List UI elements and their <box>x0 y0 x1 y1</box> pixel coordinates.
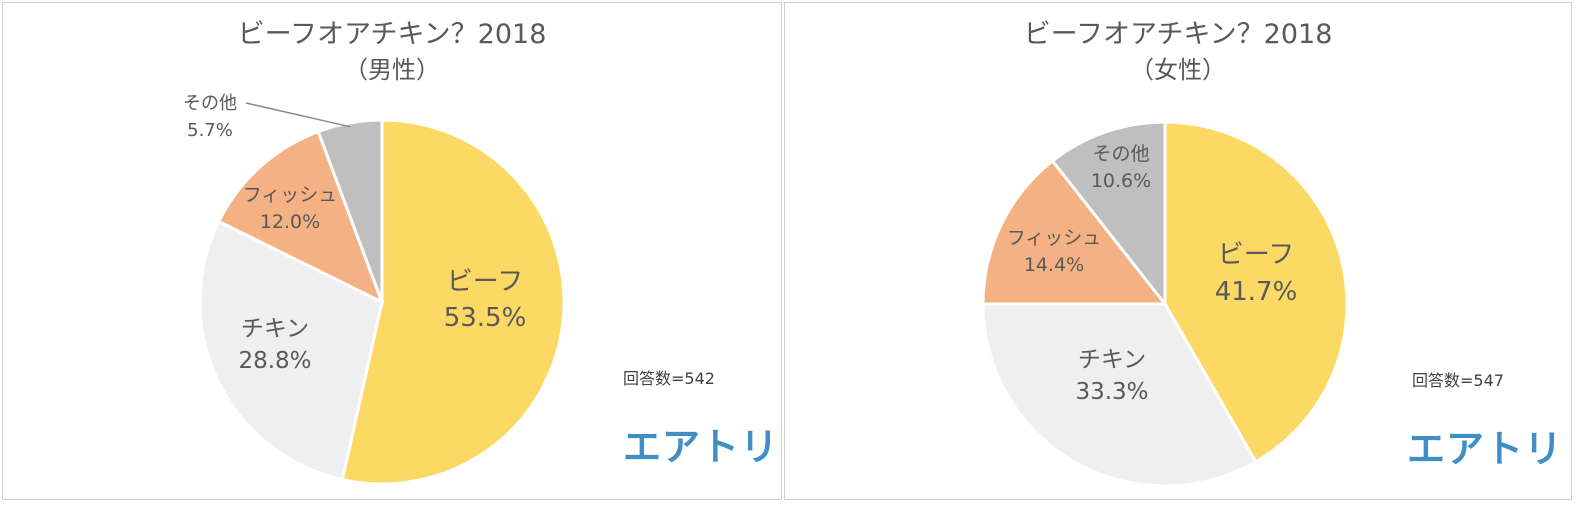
pie-slice <box>198 219 384 482</box>
slice-name-label: フィッシュ <box>1007 227 1102 249</box>
slice-name-label: その他 <box>1092 143 1149 165</box>
slice-name-label: ビーフ <box>1218 240 1294 270</box>
pie-slice <box>316 118 384 303</box>
slice-value-label: 10.6% <box>1091 170 1151 192</box>
pie-slice <box>1050 120 1167 309</box>
chart-subtitle: （女性） <box>1130 56 1226 84</box>
slice-name-label: チキン <box>1078 347 1146 373</box>
slice-value-label: 5.7% <box>187 120 233 141</box>
pie-slice <box>340 118 566 486</box>
slice-name-label: その他 <box>183 93 237 114</box>
pie-slice <box>981 158 1169 306</box>
chart-title: ビーフオアチキン？2018 <box>1023 19 1333 50</box>
chart-subtitle: （男性） <box>344 56 440 84</box>
leader-line <box>245 102 351 128</box>
pie-slice <box>216 129 385 306</box>
pie-slice <box>981 302 1258 488</box>
slice-value-label: 41.7% <box>1215 277 1298 307</box>
slice-value-label: 14.4% <box>1024 254 1084 276</box>
respondent-count: 回答数=542 <box>623 369 715 388</box>
chart-panel-male: ビーフオアチキン？2018 （男性） ビーフ 53.5% チキン 28.8% フィッシュ… <box>2 2 782 500</box>
slice-name-label: ビーフ <box>447 267 523 297</box>
slice-value-label: 53.5% <box>444 303 527 333</box>
slice-value-label: 28.8% <box>238 348 311 374</box>
respondent-count: 回答数=547 <box>1412 371 1504 390</box>
slice-name-label: チキン <box>241 316 309 342</box>
slice-value-label: 33.3% <box>1075 379 1148 405</box>
airtrip-logo: エアトリ <box>623 425 780 469</box>
chart-title: ビーフオアチキン？2018 <box>237 19 547 50</box>
pie-slice <box>1163 120 1349 464</box>
slice-value-label: 12.0% <box>260 211 320 233</box>
airtrip-logo: エアトリ <box>1407 427 1564 471</box>
slice-name-label: フィッシュ <box>243 184 338 206</box>
pie-chart-male: ビーフ 53.5% チキン 28.8% フィッシュ 12.0% その他 5.7% <box>183 93 566 486</box>
pie-chart-female: ビーフ 41.7% チキン 33.3% フィッシュ 14.4% その他 10.6% <box>981 120 1349 488</box>
chart-panel-female: ビーフオアチキン？2018 （女性） ビーフ 41.7% チキン 33.3% フィッシュ… <box>784 2 1572 500</box>
